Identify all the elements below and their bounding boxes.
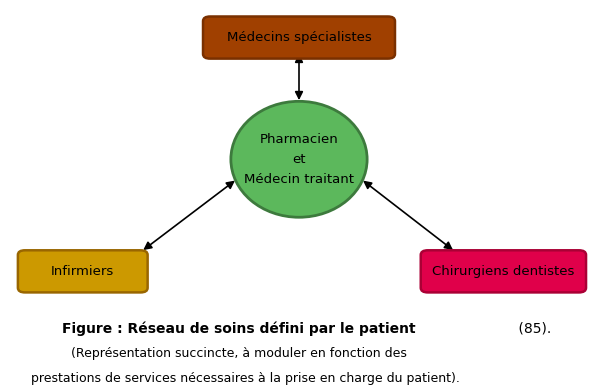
FancyBboxPatch shape — [421, 250, 586, 292]
Text: (Représentation succincte, à moduler en fonction des: (Représentation succincte, à moduler en … — [71, 347, 407, 360]
Text: prestations de services nécessaires à la prise en charge du patient).: prestations de services nécessaires à la… — [31, 372, 460, 385]
Text: Pharmacien
et
Médecin traitant: Pharmacien et Médecin traitant — [244, 133, 354, 186]
Text: (85).: (85). — [514, 321, 551, 336]
FancyBboxPatch shape — [203, 16, 395, 59]
Text: Infirmiers: Infirmiers — [51, 265, 114, 278]
FancyBboxPatch shape — [18, 250, 148, 292]
Text: Médecins spécialistes: Médecins spécialistes — [227, 31, 371, 44]
Ellipse shape — [231, 101, 367, 217]
Text: Figure : Réseau de soins défini par le patient: Figure : Réseau de soins défini par le p… — [62, 321, 416, 336]
Text: Chirurgiens dentistes: Chirurgiens dentistes — [432, 265, 575, 278]
